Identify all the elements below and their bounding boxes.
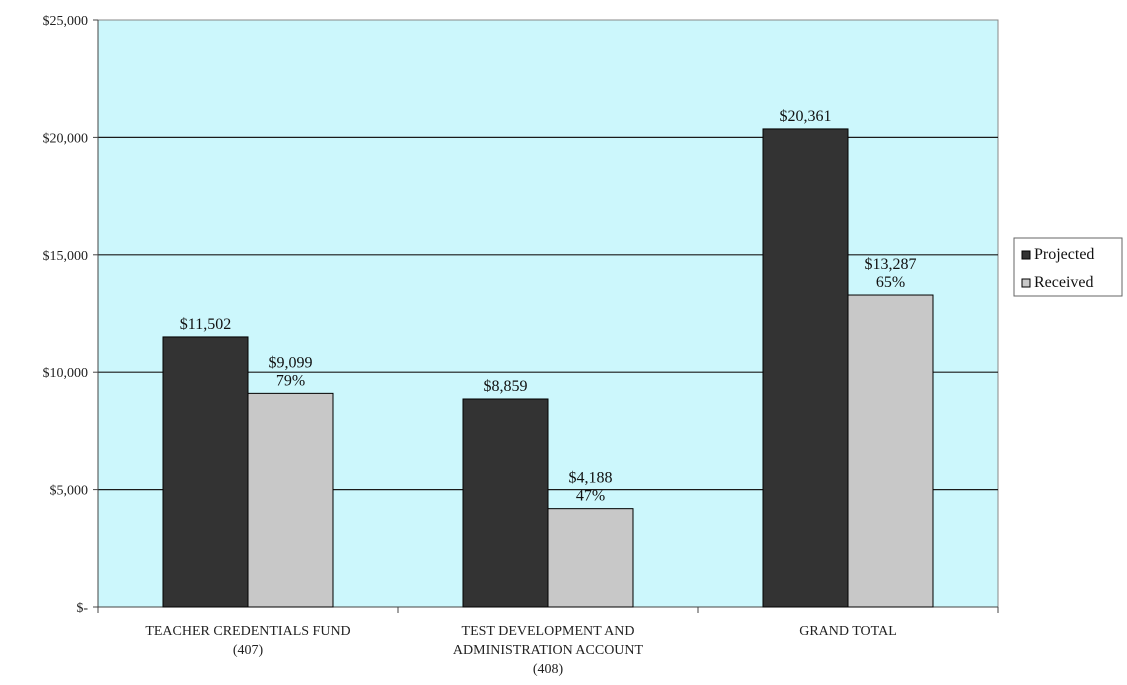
x-category-label: TEST DEVELOPMENT AND ADMINISTRATION ACCOU…	[453, 624, 644, 677]
x-axis: TEACHER CREDENTIALS FUND (407) TEST DEVELO…	[97, 606, 999, 677]
y-tick-label: $5,000	[50, 484, 89, 499]
y-tick-label: $25,000	[43, 14, 89, 29]
legend: Projected Received	[1013, 237, 1123, 297]
y-tick-label: $20,000	[43, 131, 89, 146]
y-tick-label: $10,000	[43, 366, 89, 381]
legend-label-projected: Projected	[1034, 246, 1094, 263]
data-labels: $11,502 $9,099 79% $8,859 $4,188 47% $20,361 $1…	[180, 108, 917, 505]
data-label-line: $9,099	[269, 354, 313, 371]
data-label-line: $11,502	[180, 316, 231, 333]
x-category-label-line: TEACHER CREDENTIALS FUND	[145, 624, 350, 639]
data-label-line: $4,188	[569, 470, 613, 487]
data-label-projected: $8,859	[484, 378, 528, 395]
x-category-label-line: ADMINISTRATION ACCOUNT	[453, 643, 644, 658]
bar-received	[847, 294, 934, 608]
data-label-received: $4,188 47%	[569, 470, 613, 505]
x-category-label-line: (407)	[233, 643, 264, 658]
x-category-label-line: TEST DEVELOPMENT AND	[462, 624, 635, 639]
x-category-label-line: (408)	[533, 662, 564, 677]
x-category-label: TEACHER CREDENTIALS FUND (407)	[145, 624, 350, 658]
data-label-line: $13,287	[865, 256, 917, 273]
legend-label-received: Received	[1034, 274, 1094, 291]
y-tick-label: $15,000	[43, 249, 89, 264]
data-label-projected: $20,361	[780, 108, 832, 125]
data-label-line: 65%	[876, 274, 905, 291]
data-label-received: $9,099 79%	[269, 354, 313, 389]
bar-received	[547, 508, 634, 608]
data-label-received: $13,287 65%	[865, 256, 917, 291]
bars	[162, 128, 934, 608]
y-axis: $- $5,000 $10,000 $15,000 $20,000 $25,000	[43, 14, 99, 616]
y-tick-label: $-	[76, 601, 88, 616]
legend-swatch-received	[1021, 278, 1031, 288]
data-label-line: 79%	[276, 372, 305, 389]
x-category-label-line: GRAND TOTAL	[799, 624, 897, 639]
x-category-label: GRAND TOTAL	[799, 624, 897, 639]
bar-received	[247, 392, 334, 608]
bar-projected	[162, 336, 249, 608]
data-label-line: 47%	[576, 488, 605, 505]
legend-swatch-projected	[1021, 250, 1031, 260]
data-label-line: $8,859	[484, 378, 528, 395]
legend-box	[1013, 237, 1123, 297]
data-label-projected: $11,502	[180, 316, 231, 333]
data-label-line: $20,361	[780, 108, 832, 125]
bar-projected	[762, 128, 849, 608]
bar-projected	[462, 398, 549, 608]
